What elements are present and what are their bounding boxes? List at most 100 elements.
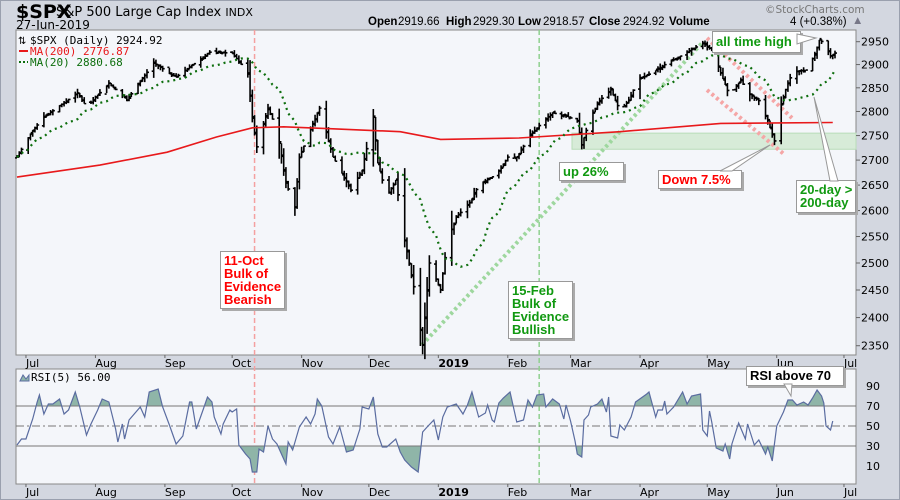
bullish-line: Evidence: [512, 309, 570, 324]
y-tick-label: 2900: [861, 59, 889, 72]
price-bar: [129, 91, 134, 99]
ohlc-readout: Open 2919.66 High 2929.30 Low 2918.57 Cl…: [0, 15, 900, 30]
x-tick-label: Apr: [640, 486, 660, 499]
y-tick-label: 2550: [861, 231, 889, 244]
close-label: Close: [589, 16, 621, 28]
price-bar: [803, 69, 808, 73]
price-bar: [505, 154, 510, 162]
uptrend-line: [420, 40, 705, 347]
price-bar: [474, 187, 479, 198]
x-tick-label: Mar: [571, 486, 592, 499]
x-tick-label: Apr: [640, 357, 660, 370]
cross-callout: 20-day > 200-day: [796, 180, 857, 213]
x-tick-label: Feb: [508, 357, 527, 370]
price-bar: [788, 73, 793, 87]
close-value: 2924.92: [623, 16, 665, 28]
exchange: INDX: [225, 6, 253, 19]
ma200-line: [16, 121, 833, 178]
price-bar: [756, 97, 761, 106]
price-bar: [286, 180, 291, 191]
y-tick-label: 2800: [861, 105, 889, 118]
y-tick-label: 2600: [861, 205, 889, 218]
updown-arrows-icon: ⇅: [18, 36, 26, 47]
price-bar: [192, 62, 197, 66]
bullish-line: Bulk of: [512, 296, 557, 311]
bullish-line: 15-Feb: [512, 283, 554, 298]
price-bar: [819, 37, 824, 45]
price-bar: [631, 89, 636, 98]
price-bar: [521, 144, 526, 154]
x-tick-label: 2019: [438, 486, 469, 499]
x-tick-label: Jun: [776, 486, 794, 499]
rsi-tick-label: 90: [866, 380, 880, 393]
up-callout: up 26%: [559, 162, 624, 181]
support-zone: [571, 132, 857, 150]
price-bar: [537, 122, 542, 130]
price-bar: [599, 94, 604, 104]
x-tick-label: Feb: [508, 486, 527, 499]
y-tick-label: 2850: [861, 82, 889, 95]
high-label: High: [446, 16, 472, 28]
rsi-tick-label: 70: [866, 400, 880, 413]
price-bar: [772, 133, 777, 146]
y-tick-label: 2700: [861, 154, 889, 167]
copyright: ©StockCharts.com: [765, 4, 865, 16]
cross-line: 20-day >: [800, 182, 853, 197]
down-callout: Down 7.5%: [658, 170, 742, 189]
volume-label: Volume: [669, 16, 710, 28]
price-bar: [678, 55, 683, 61]
price-legend: $SPX (Daily) 2924.92: [30, 34, 162, 47]
open-label: Open: [368, 16, 398, 28]
low-value: 2918.57: [543, 16, 585, 28]
x-tick-label: Jul: [843, 486, 857, 499]
price-bar: [50, 109, 55, 116]
price-bar: [160, 65, 165, 72]
ma20-legend: MA(20) 2880.68: [30, 56, 123, 69]
price-bar: [662, 61, 667, 69]
price-bar: [270, 113, 275, 120]
bearish-callout: 11-Oct Bulk of Evidence Bearish: [220, 251, 286, 309]
rsi-legend-icon: [19, 373, 30, 382]
y-tick-label: 2350: [861, 340, 889, 353]
price-bar: [552, 110, 557, 115]
bearish-line: 11-Oct: [224, 253, 264, 268]
x-tick-label: Dec: [369, 357, 390, 370]
price-bar: [348, 183, 353, 193]
price-bar: [207, 50, 212, 55]
rsi-tick-label: 30: [866, 440, 880, 453]
price-bar: [427, 255, 432, 297]
price-bar: [317, 105, 322, 116]
price-bar: [694, 45, 699, 51]
rsi-tick-label: 50: [866, 420, 880, 433]
x-tick-label: Jul: [25, 486, 39, 499]
bearish-line: Bulk of: [224, 266, 269, 281]
price-bar: [176, 73, 181, 78]
price-bar: [144, 69, 149, 79]
x-tick-label: Nov: [302, 486, 324, 499]
open-value: 2919.66: [398, 16, 440, 28]
price-bar: [35, 123, 40, 130]
x-tick-label: Sep: [165, 486, 186, 499]
price-bar: [254, 125, 259, 154]
bearish-line: Evidence: [224, 279, 282, 294]
x-tick-label: 2019: [438, 357, 469, 370]
change-value: 4 (+0.38%): [790, 16, 847, 28]
y-tick-label: 2950: [861, 36, 889, 49]
ath-callout: all time high: [712, 31, 801, 53]
x-tick-label: Sep: [165, 357, 186, 370]
price-bar: [490, 175, 495, 180]
x-tick-label: Mar: [571, 357, 592, 370]
price-bar: [301, 145, 306, 153]
y-tick-label: 2400: [861, 312, 889, 325]
symbol-name: S&P 500 Large Cap Index INDX: [56, 5, 253, 20]
low-label: Low: [518, 16, 541, 28]
x-tick-label: Nov: [302, 357, 324, 370]
x-tick-label: Oct: [232, 486, 252, 499]
price-bar: [333, 155, 338, 163]
price-bar: [223, 49, 228, 57]
price-bar: [833, 50, 837, 59]
price-bar: [395, 172, 400, 202]
y-tick-label: 2500: [861, 257, 889, 270]
x-tick-label: Aug: [95, 486, 116, 499]
